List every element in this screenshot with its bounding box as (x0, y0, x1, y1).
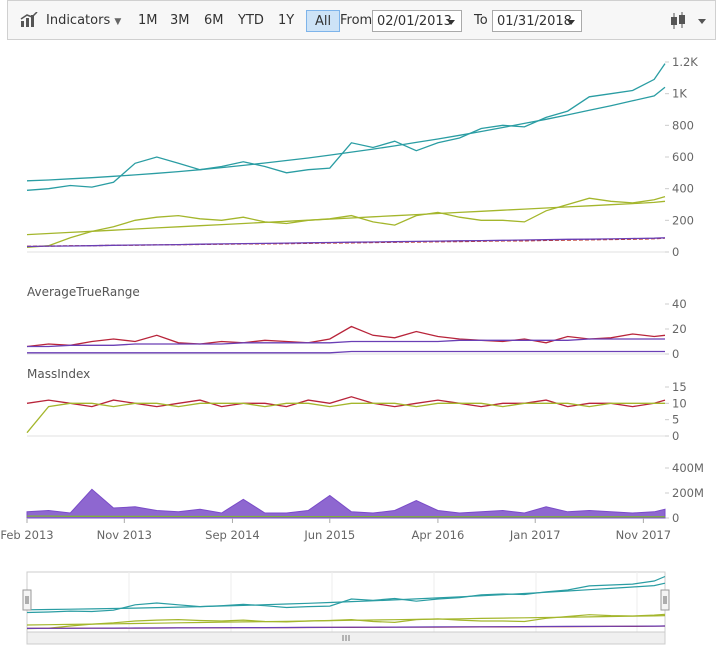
navigator-line (26, 615, 666, 626)
y-tick-label: 600 (672, 150, 694, 164)
line (26, 237, 666, 248)
y-tick-label: 20 (672, 322, 687, 336)
panel-title: MassIndex (27, 367, 90, 381)
x-tick-label: Nov 2017 (616, 528, 671, 542)
y-tick-label: 5 (672, 413, 679, 427)
y-tick-label: 400M (672, 461, 704, 475)
area (26, 488, 666, 519)
y-tick-label: 0 (672, 511, 679, 525)
x-tick-label: Nov 2013 (97, 528, 152, 542)
line (26, 63, 666, 191)
indicators-icon (20, 12, 38, 27)
toolbar: Indicators ▼ 1M 3M 6M YTD 1Y All From 02/01/2… (7, 0, 716, 40)
y-tick-label: 1.2K (672, 55, 698, 69)
navigator-line (26, 625, 666, 629)
navigator-handle[interactable] (660, 589, 670, 611)
x-tick-label: Apr 2016 (412, 528, 465, 542)
to-label: To (474, 13, 488, 28)
x-tick-label: Jan 2017 (509, 528, 561, 542)
line (26, 200, 666, 236)
range-button[interactable]: YTD (238, 13, 264, 28)
range-button[interactable]: 3M (170, 13, 190, 28)
y-tick-label: 800 (672, 118, 694, 132)
y-tick-label: 40 (672, 297, 687, 311)
y-tick-label: 0 (672, 245, 679, 259)
range-button[interactable]: 1Y (278, 13, 295, 28)
y-tick-label: 0 (672, 347, 679, 361)
chart: 02004006008001K1.2KAverageTrueRange02040… (0, 55, 704, 645)
line (26, 86, 666, 182)
line (26, 402, 665, 434)
navigator-line (26, 582, 666, 611)
indicators-label: Indicators (46, 13, 111, 28)
range-button[interactable]: 6M (204, 13, 224, 28)
indicators-menu[interactable]: Indicators ▼ (46, 13, 122, 28)
y-tick-label: 0 (672, 429, 679, 443)
x-tick-label: Sep 2014 (205, 528, 260, 542)
line (27, 515, 665, 518)
chart-type-menu[interactable] (670, 11, 710, 31)
navigator-line (26, 613, 666, 630)
line (26, 325, 666, 348)
y-tick-label: 400 (672, 182, 694, 196)
line (27, 338, 665, 348)
from-label: From (340, 13, 373, 28)
from-input[interactable]: 02/01/2013 (372, 10, 462, 32)
y-tick-label: 200 (672, 213, 694, 227)
y-tick-label: 10 (672, 396, 687, 410)
y-tick-label: 1K (672, 87, 687, 101)
x-tick-label: Feb 2013 (0, 528, 53, 542)
to-input[interactable]: 01/31/2018 (492, 10, 582, 32)
range-button[interactable]: All (306, 10, 341, 32)
line (26, 195, 666, 248)
y-tick-label: 200M (672, 486, 704, 500)
x-tick-label: Jun 2015 (303, 528, 355, 542)
navigator-line (26, 575, 666, 614)
panel-title: AverageTrueRange (27, 285, 140, 299)
range-button[interactable]: 1M (138, 13, 158, 28)
line (27, 350, 665, 354)
y-tick-label: 15 (672, 380, 687, 394)
navigator-handle[interactable] (22, 589, 32, 611)
